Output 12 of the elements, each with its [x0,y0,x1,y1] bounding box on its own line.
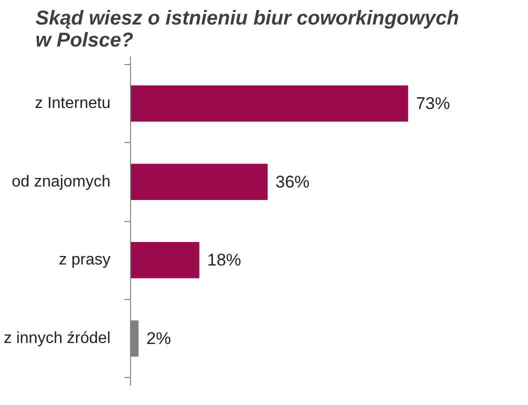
data-label: 36% [275,172,310,192]
bar [130,85,408,122]
bar [130,242,200,278]
chart-title: Skąd wiesz o istnieniu biur coworkingowych w Polsce? [36,8,459,52]
data-label: 18% [207,250,242,270]
data-label: 2% [146,329,171,348]
y-tick-label: z prasy [58,252,111,269]
y-tick-label: z innych źródel [4,330,110,347]
y-tick-label: od znajomych [12,173,110,190]
data-label: 73% [416,94,450,113]
bar [130,164,268,200]
y-tick-label: z Internetu [34,95,111,112]
